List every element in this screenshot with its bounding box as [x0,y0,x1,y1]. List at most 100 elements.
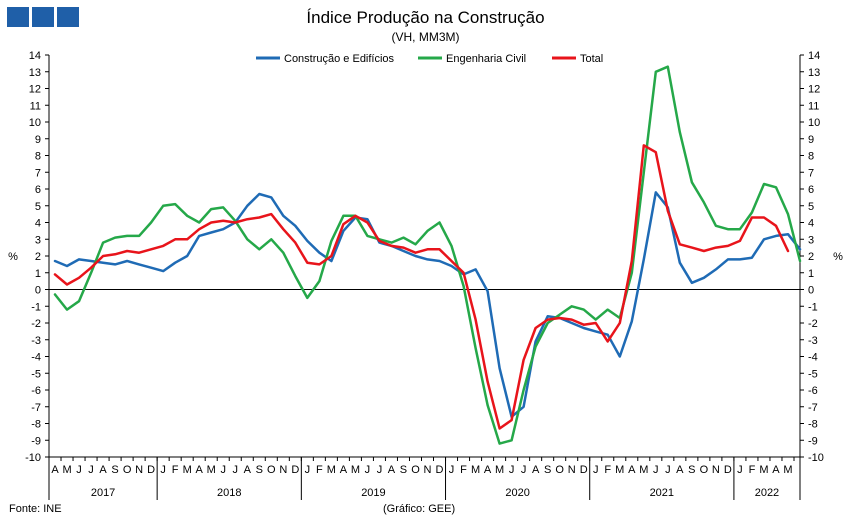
y-tick-label-left: -9 [31,435,41,447]
x-tick-label: A [772,464,780,476]
legend-label: Construção e Edifícios [284,53,395,65]
y-tick-label-left: 2 [35,251,41,263]
x-tick-label: F [604,464,611,476]
y-tick-label-left: 5 [35,201,41,213]
y-tick-label-left: 9 [35,134,41,146]
x-tick-label: D [291,464,299,476]
y-tick-label-left: -7 [31,402,41,414]
y-tick-label-right: 2 [808,251,814,263]
x-tick-label: A [676,464,684,476]
y-tick-label-right: 11 [808,100,819,112]
y-tick-label-left: 13 [29,67,41,79]
y-tick-label-right: -9 [808,435,818,447]
year-label: 2019 [361,487,385,499]
x-tick-label: J [377,464,383,476]
y-tick-label-left: 8 [35,151,41,163]
x-tick-label: J [665,464,671,476]
legend-label: Engenharia Civil [446,53,526,65]
y-tick-label-right: -3 [808,335,818,347]
y-tick-label-left: -8 [31,419,41,431]
x-tick-label: J [305,464,311,476]
x-tick-label: M [759,464,768,476]
y-tick-label-right: 0 [808,285,814,297]
chart-subtitle: (VH, MM3M) [391,30,460,44]
x-tick-label: O [123,464,132,476]
x-tick-label: N [712,464,720,476]
x-tick-label: M [327,464,336,476]
x-tick-label: D [147,464,155,476]
x-tick-label: O [267,464,276,476]
y-tick-label-left: 3 [35,234,41,246]
y-axis-label-right: % [833,251,843,263]
y-tick-label-left: 4 [35,218,41,230]
x-tick-label: J [449,464,455,476]
x-tick-label: S [688,464,695,476]
x-tick-label: A [244,464,252,476]
y-tick-label-right: -6 [808,385,818,397]
x-tick-label: J [220,464,226,476]
y-tick-label-left: 0 [35,285,41,297]
chart-title: Índice Produção na Construção [306,8,545,27]
y-tick-label-right: 8 [808,151,814,163]
x-tick-label: A [532,464,540,476]
x-tick-label: N [279,464,287,476]
y-tick-label-left: -3 [31,335,41,347]
series-line-1 [53,191,802,419]
x-tick-label: F [460,464,467,476]
y-tick-label-right: 3 [808,234,814,246]
x-tick-label: J [521,464,527,476]
x-tick-label: O [700,464,709,476]
y-tick-label-right: -1 [808,301,818,313]
y-tick-label-left: -4 [31,352,41,364]
x-tick-label: A [340,464,348,476]
x-tick-label: O [411,464,420,476]
credit-note: (Gráfico: GEE) [383,503,456,515]
x-tick-label: M [783,464,792,476]
year-label: 2018 [217,487,241,499]
y-tick-label-left: -6 [31,385,41,397]
x-tick-label: N [135,464,143,476]
y-tick-label-right: 10 [808,117,820,129]
y-tick-label-right: 7 [808,167,814,179]
x-tick-label: A [388,464,396,476]
y-tick-label-right: 5 [808,201,814,213]
y-tick-label-right: -5 [808,368,818,380]
x-tick-label: M [183,464,192,476]
x-tick-label: F [172,464,179,476]
x-tick-label: M [639,464,648,476]
x-tick-label: S [400,464,407,476]
x-tick-label: J [232,464,238,476]
y-tick-label-left: 14 [29,50,41,62]
x-tick-label: F [749,464,756,476]
y-tick-label-left: 6 [35,184,41,196]
x-tick-label: A [628,464,636,476]
x-tick-label: S [111,464,118,476]
y-tick-label-right: 4 [808,218,814,230]
x-tick-label: O [555,464,564,476]
y-tick-label-right: -7 [808,402,818,414]
year-label: 2021 [650,487,674,499]
y-tick-label-left: -5 [31,368,41,380]
y-tick-label-left: 1 [35,268,41,280]
y-tick-label-left: -1 [31,301,41,313]
y-tick-label-right: 9 [808,134,814,146]
x-tick-label: M [62,464,71,476]
logo-block-1 [7,7,29,27]
x-tick-label: A [51,464,59,476]
x-tick-label: F [316,464,323,476]
x-tick-label: S [256,464,263,476]
x-tick-label: M [471,464,480,476]
x-tick-label: D [724,464,732,476]
x-tick-label: A [99,464,107,476]
y-tick-label-right: -2 [808,318,818,330]
logo-block-2 [32,7,54,27]
y-tick-label-right: 12 [808,84,820,96]
x-tick-label: M [615,464,624,476]
logo-block-3 [57,7,79,27]
y-tick-label-right: 6 [808,184,814,196]
x-tick-label: M [207,464,216,476]
year-label: 2020 [505,487,529,499]
x-tick-label: J [737,464,743,476]
x-tick-label: J [88,464,94,476]
logo [7,7,79,27]
